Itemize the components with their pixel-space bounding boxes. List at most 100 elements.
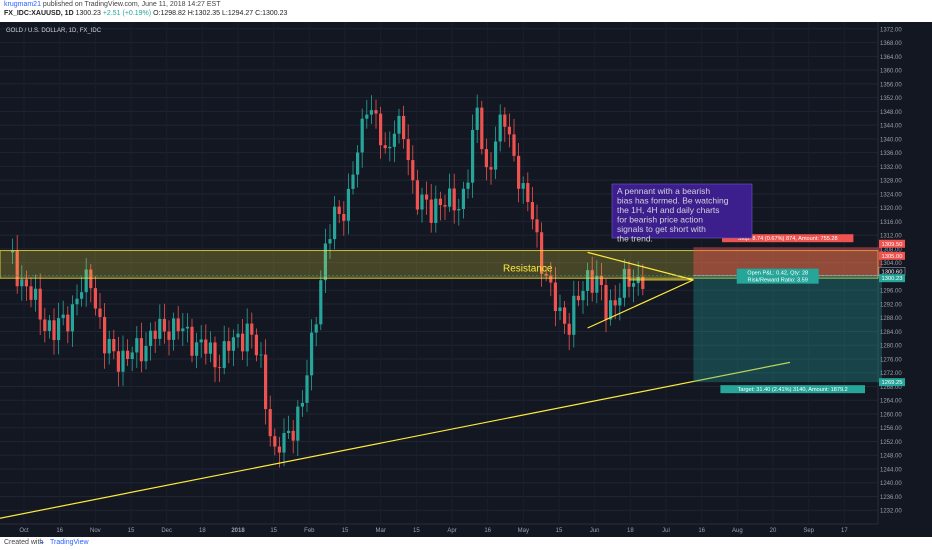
x-tick-label: Dec (161, 528, 172, 534)
candle-body (236, 333, 240, 338)
candle-body (388, 146, 392, 149)
candle-body (402, 115, 406, 140)
candle-body (112, 338, 116, 352)
target-label: Target: 31.40 (2.41%) 3140, Amount: 1879… (738, 387, 848, 393)
candle-body (337, 206, 341, 214)
price-tag: 1300.60 (882, 269, 903, 275)
target-zone (693, 275, 882, 383)
ohlc-line: FX_IDC:XAUUSD, 1D 1300.23 +2.51 (+0.19%)… (4, 10, 287, 17)
candle-body (305, 375, 309, 403)
x-tick-label: 18 (199, 528, 206, 534)
pennant-lower-line (587, 279, 694, 329)
pnl-label: Open P&L: 0.42, Qty: 28 (747, 271, 808, 277)
x-tick-label: Apr (447, 528, 456, 534)
publisher-name[interactable]: krugmam21 (4, 1, 41, 8)
candle-body (103, 316, 107, 354)
price-tag: 1269.25 (882, 380, 903, 386)
y-tick-label: 1240.00 (880, 481, 902, 487)
y-tick-label: 1324.00 (880, 192, 902, 198)
y-tick-label: 1284.00 (880, 330, 902, 336)
candle-body (195, 342, 199, 356)
footer: Created with ◒ TradingView (0, 537, 932, 550)
candle-body (530, 201, 534, 220)
candle-body (319, 280, 323, 325)
candle-body (126, 350, 130, 360)
price-tag-bg (879, 251, 905, 260)
candle-body (641, 276, 645, 289)
candle-body (581, 290, 585, 301)
candle-body (443, 205, 447, 207)
low-value: L:1294.27 (221, 10, 254, 17)
candle-body (254, 334, 258, 356)
x-tick-label: 15 (413, 528, 420, 534)
price-change: +2.51 (+0.19%) (102, 10, 152, 17)
candle-body (116, 351, 120, 372)
x-tick-label: Mar (375, 528, 385, 534)
x-tick-label: 17 (841, 528, 848, 534)
candle-body (379, 113, 383, 146)
y-tick-label: 1348.00 (880, 110, 902, 116)
candle-body (475, 107, 479, 130)
rr-label-bg (736, 275, 819, 284)
x-tick-label: 20 (770, 528, 777, 534)
candle-body (521, 183, 525, 189)
x-tick-label: Jun (590, 528, 600, 534)
candle-body (599, 275, 603, 286)
candle-body (489, 167, 493, 170)
y-tick-label: 1244.00 (880, 467, 902, 473)
candle-body (503, 114, 507, 127)
created-with-text: Created with (4, 539, 44, 546)
y-tick-label: 1344.00 (880, 124, 902, 130)
candle-body (273, 436, 277, 447)
candle-body (590, 270, 594, 293)
candle-body (20, 279, 24, 287)
candle-body (526, 183, 530, 202)
y-tick-label: 1236.00 (880, 495, 902, 501)
candle-body (208, 342, 212, 354)
pennant-upper-line (587, 251, 694, 281)
candle-body (448, 188, 452, 207)
candle-body (57, 318, 61, 341)
candle-body (328, 239, 332, 244)
candle-body (121, 350, 125, 372)
price-chart[interactable]: 1372.00 1368.00 1364.00 1360.00 1356.00 1352.… (0, 22, 932, 537)
candle-body (144, 345, 148, 362)
y-tick-label: 1368.00 (880, 41, 902, 47)
candle-body (512, 134, 516, 156)
y-tick-label: 1360.00 (880, 69, 902, 75)
candle-body (34, 288, 38, 300)
candle-body (549, 275, 553, 283)
tradingview-brand[interactable]: TradingView (50, 539, 89, 546)
x-tick-label: 2018 (231, 528, 245, 534)
chart-title: GOLD / U.S. DOLLAR, 1D, FX_IDC (6, 28, 102, 34)
annotation-note-text: A pennant with a bearish bias has formed.… (617, 186, 729, 244)
close-value: C:1300.23 (255, 10, 288, 17)
publisher-line: krugmam21 published on TradingView.com, … (4, 1, 221, 8)
x-tick-label: 15 (128, 528, 135, 534)
y-tick-label: 1252.00 (880, 440, 902, 446)
candle-body (452, 188, 456, 211)
candle-body (218, 367, 222, 369)
price-tag: 1305.00 (882, 254, 903, 260)
candle-body (563, 307, 567, 324)
candle-body (609, 300, 613, 320)
candle-body (484, 149, 488, 168)
candle-body (351, 174, 355, 189)
y-tick-label: 1316.00 (880, 220, 902, 226)
candle-body (190, 326, 194, 356)
candle-body (374, 110, 378, 114)
candle-body (15, 250, 19, 287)
candle-body (291, 430, 295, 441)
candle-body (411, 160, 415, 181)
y-tick-label: 1256.00 (880, 426, 902, 432)
publication-header: krugmam21 published on TradingView.com, … (0, 0, 932, 22)
x-tick-label: Aug (732, 528, 743, 534)
candle-body (93, 288, 97, 309)
candle-body (158, 318, 162, 339)
y-tick-label: 1260.00 (880, 412, 902, 418)
y-tick-label: 1352.00 (880, 96, 902, 102)
candle-body (84, 269, 88, 293)
candle-body (47, 320, 51, 331)
y-tick-label: 1292.00 (880, 302, 902, 308)
candle-body (632, 283, 636, 287)
